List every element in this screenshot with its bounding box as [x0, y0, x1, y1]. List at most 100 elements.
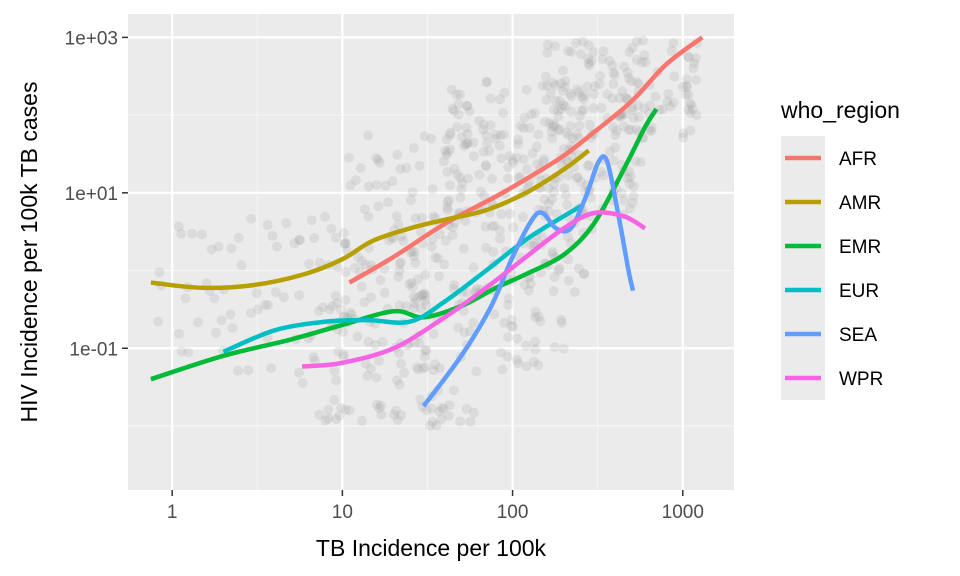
scatter-point: [226, 243, 237, 254]
axis-ticks: [122, 36, 684, 496]
scatter-point: [294, 367, 304, 378]
scatter-point: [576, 91, 587, 102]
scatter-point: [549, 179, 560, 190]
scatter-point: [436, 414, 447, 424]
scatter-point: [531, 141, 542, 152]
scatter-point: [478, 146, 489, 157]
scatter-point: [622, 173, 633, 184]
scatter-point: [420, 345, 431, 356]
scatter-point: [624, 178, 635, 189]
scatter-point: [503, 173, 513, 184]
scatter-point: [365, 363, 376, 374]
scatter-point: [562, 231, 573, 242]
scatter-point: [439, 259, 450, 270]
scatter-point: [445, 127, 456, 138]
scatter-point: [330, 290, 341, 301]
scatter-point: [409, 246, 420, 257]
scatter-point: [374, 355, 384, 366]
scatter-point: [438, 156, 449, 167]
scatter-point: [183, 347, 194, 358]
x-tick-label: 10: [332, 502, 353, 523]
legend-title: who_region: [780, 97, 900, 123]
scatter-point: [390, 405, 401, 416]
scatter-point: [490, 133, 501, 144]
scatter-point: [627, 197, 638, 208]
scatter-point: [631, 124, 642, 135]
scatter-point: [484, 145, 495, 156]
scatter-point: [582, 81, 593, 92]
scatter-point: [638, 35, 649, 46]
scatter-point: [608, 79, 619, 90]
scatter-point: [415, 394, 426, 405]
scatter-point: [399, 367, 410, 378]
scatter-point: [455, 416, 466, 427]
scatter-point: [320, 415, 331, 426]
scatter-point: [481, 77, 492, 88]
scatter-point: [434, 229, 445, 240]
scatter-point: [452, 169, 463, 180]
scatter-point: [625, 171, 636, 182]
scatter-point: [485, 120, 496, 131]
scatter-point: [579, 90, 590, 101]
scatter-point: [553, 125, 564, 136]
scatter-point: [496, 347, 506, 358]
scatter-point: [522, 164, 533, 175]
scatter-point: [420, 295, 431, 306]
scatter-point: [575, 49, 586, 60]
scatter-point: [430, 252, 441, 263]
scatter-point: [211, 327, 221, 338]
scatter-point: [584, 60, 595, 71]
scatter-point: [442, 147, 453, 158]
scatter-point: [398, 236, 409, 246]
scatter-point: [607, 60, 618, 71]
scatter-point: [557, 65, 568, 76]
scatter-point: [489, 309, 500, 320]
scatter-point: [496, 209, 507, 220]
scatter-point: [370, 339, 381, 350]
scatter-point: [628, 181, 639, 192]
scatter-point: [515, 120, 526, 131]
scatter-point: [327, 301, 338, 311]
scatter-point: [494, 225, 505, 236]
scatter-point: [478, 119, 489, 130]
scatter-point: [419, 351, 430, 362]
scatter-point: [434, 406, 445, 417]
scatter-point: [560, 101, 571, 112]
scatter-point: [555, 78, 566, 89]
scatter-point: [372, 399, 382, 410]
scatter-point: [405, 195, 416, 206]
scatter-point: [574, 120, 585, 131]
scatter-point: [563, 170, 574, 181]
scatter-point: [213, 241, 224, 252]
scatter-point: [360, 358, 371, 369]
scatter-point: [392, 414, 403, 425]
scatter-point: [267, 230, 278, 241]
x-tick-label: 1: [167, 502, 178, 523]
scatter-point: [481, 130, 492, 140]
scatter-point: [636, 57, 647, 68]
scatter-point: [344, 405, 355, 416]
scatter-point: [338, 327, 349, 338]
scatter-point: [449, 280, 460, 291]
scatter-point: [187, 228, 198, 239]
scatter-point: [495, 233, 506, 244]
scatter-point: [616, 188, 627, 199]
scatter-point: [584, 160, 595, 171]
scatter-point: [681, 74, 692, 85]
scatter-point: [465, 416, 476, 427]
scatter-point: [610, 130, 621, 141]
scatter-point: [545, 88, 556, 99]
scatter-point: [544, 198, 554, 209]
scatter-point: [456, 132, 467, 142]
y-axis-title: HIV Incidence per 100k TB cases: [16, 82, 42, 423]
scatter-point: [681, 82, 692, 93]
scatter-points: [153, 35, 703, 431]
scatter-point: [460, 216, 471, 226]
scatter-point: [317, 302, 328, 313]
scatter-point: [340, 404, 351, 415]
scatter-point: [180, 293, 191, 304]
scatter-point: [343, 152, 354, 163]
scatter-point: [496, 153, 507, 164]
scatter-point: [646, 122, 657, 133]
series-line-wpr: [301, 210, 647, 369]
